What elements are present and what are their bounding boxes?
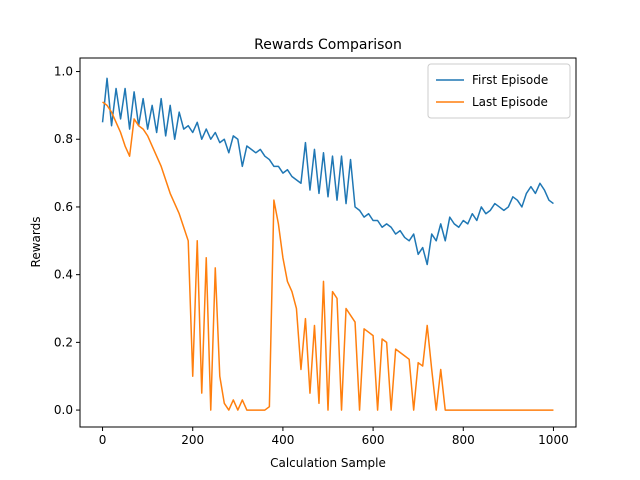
legend: First Episode Last Episode <box>427 63 571 119</box>
y-axis-label: Rewards <box>29 217 43 268</box>
x-tick-label: 0 <box>99 433 107 447</box>
chart-title: Rewards Comparison <box>254 37 402 53</box>
y-tick-label: 0.6 <box>54 200 73 214</box>
legend-box <box>427 63 571 119</box>
x-tick-label: 400 <box>271 433 294 447</box>
legend-label: First Episode <box>472 73 548 87</box>
x-tick-label: 200 <box>181 433 204 447</box>
series-line <box>102 101 554 411</box>
x-tick-label: 600 <box>362 433 385 447</box>
x-tick-label: 800 <box>452 433 475 447</box>
y-tick-label: 0.0 <box>54 403 73 417</box>
x-tick-label: 1000 <box>538 433 569 447</box>
legend-label: Last Episode <box>472 95 548 109</box>
series-line <box>101 77 554 266</box>
y-tick-label: 0.2 <box>54 335 73 349</box>
y-tick-label: 1.0 <box>54 65 73 79</box>
x-axis-label: Calculation Sample <box>270 456 386 470</box>
y-tick-label: 0.4 <box>54 268 73 282</box>
plot-frame <box>79 57 577 428</box>
y-tick-label: 0.8 <box>54 132 73 146</box>
